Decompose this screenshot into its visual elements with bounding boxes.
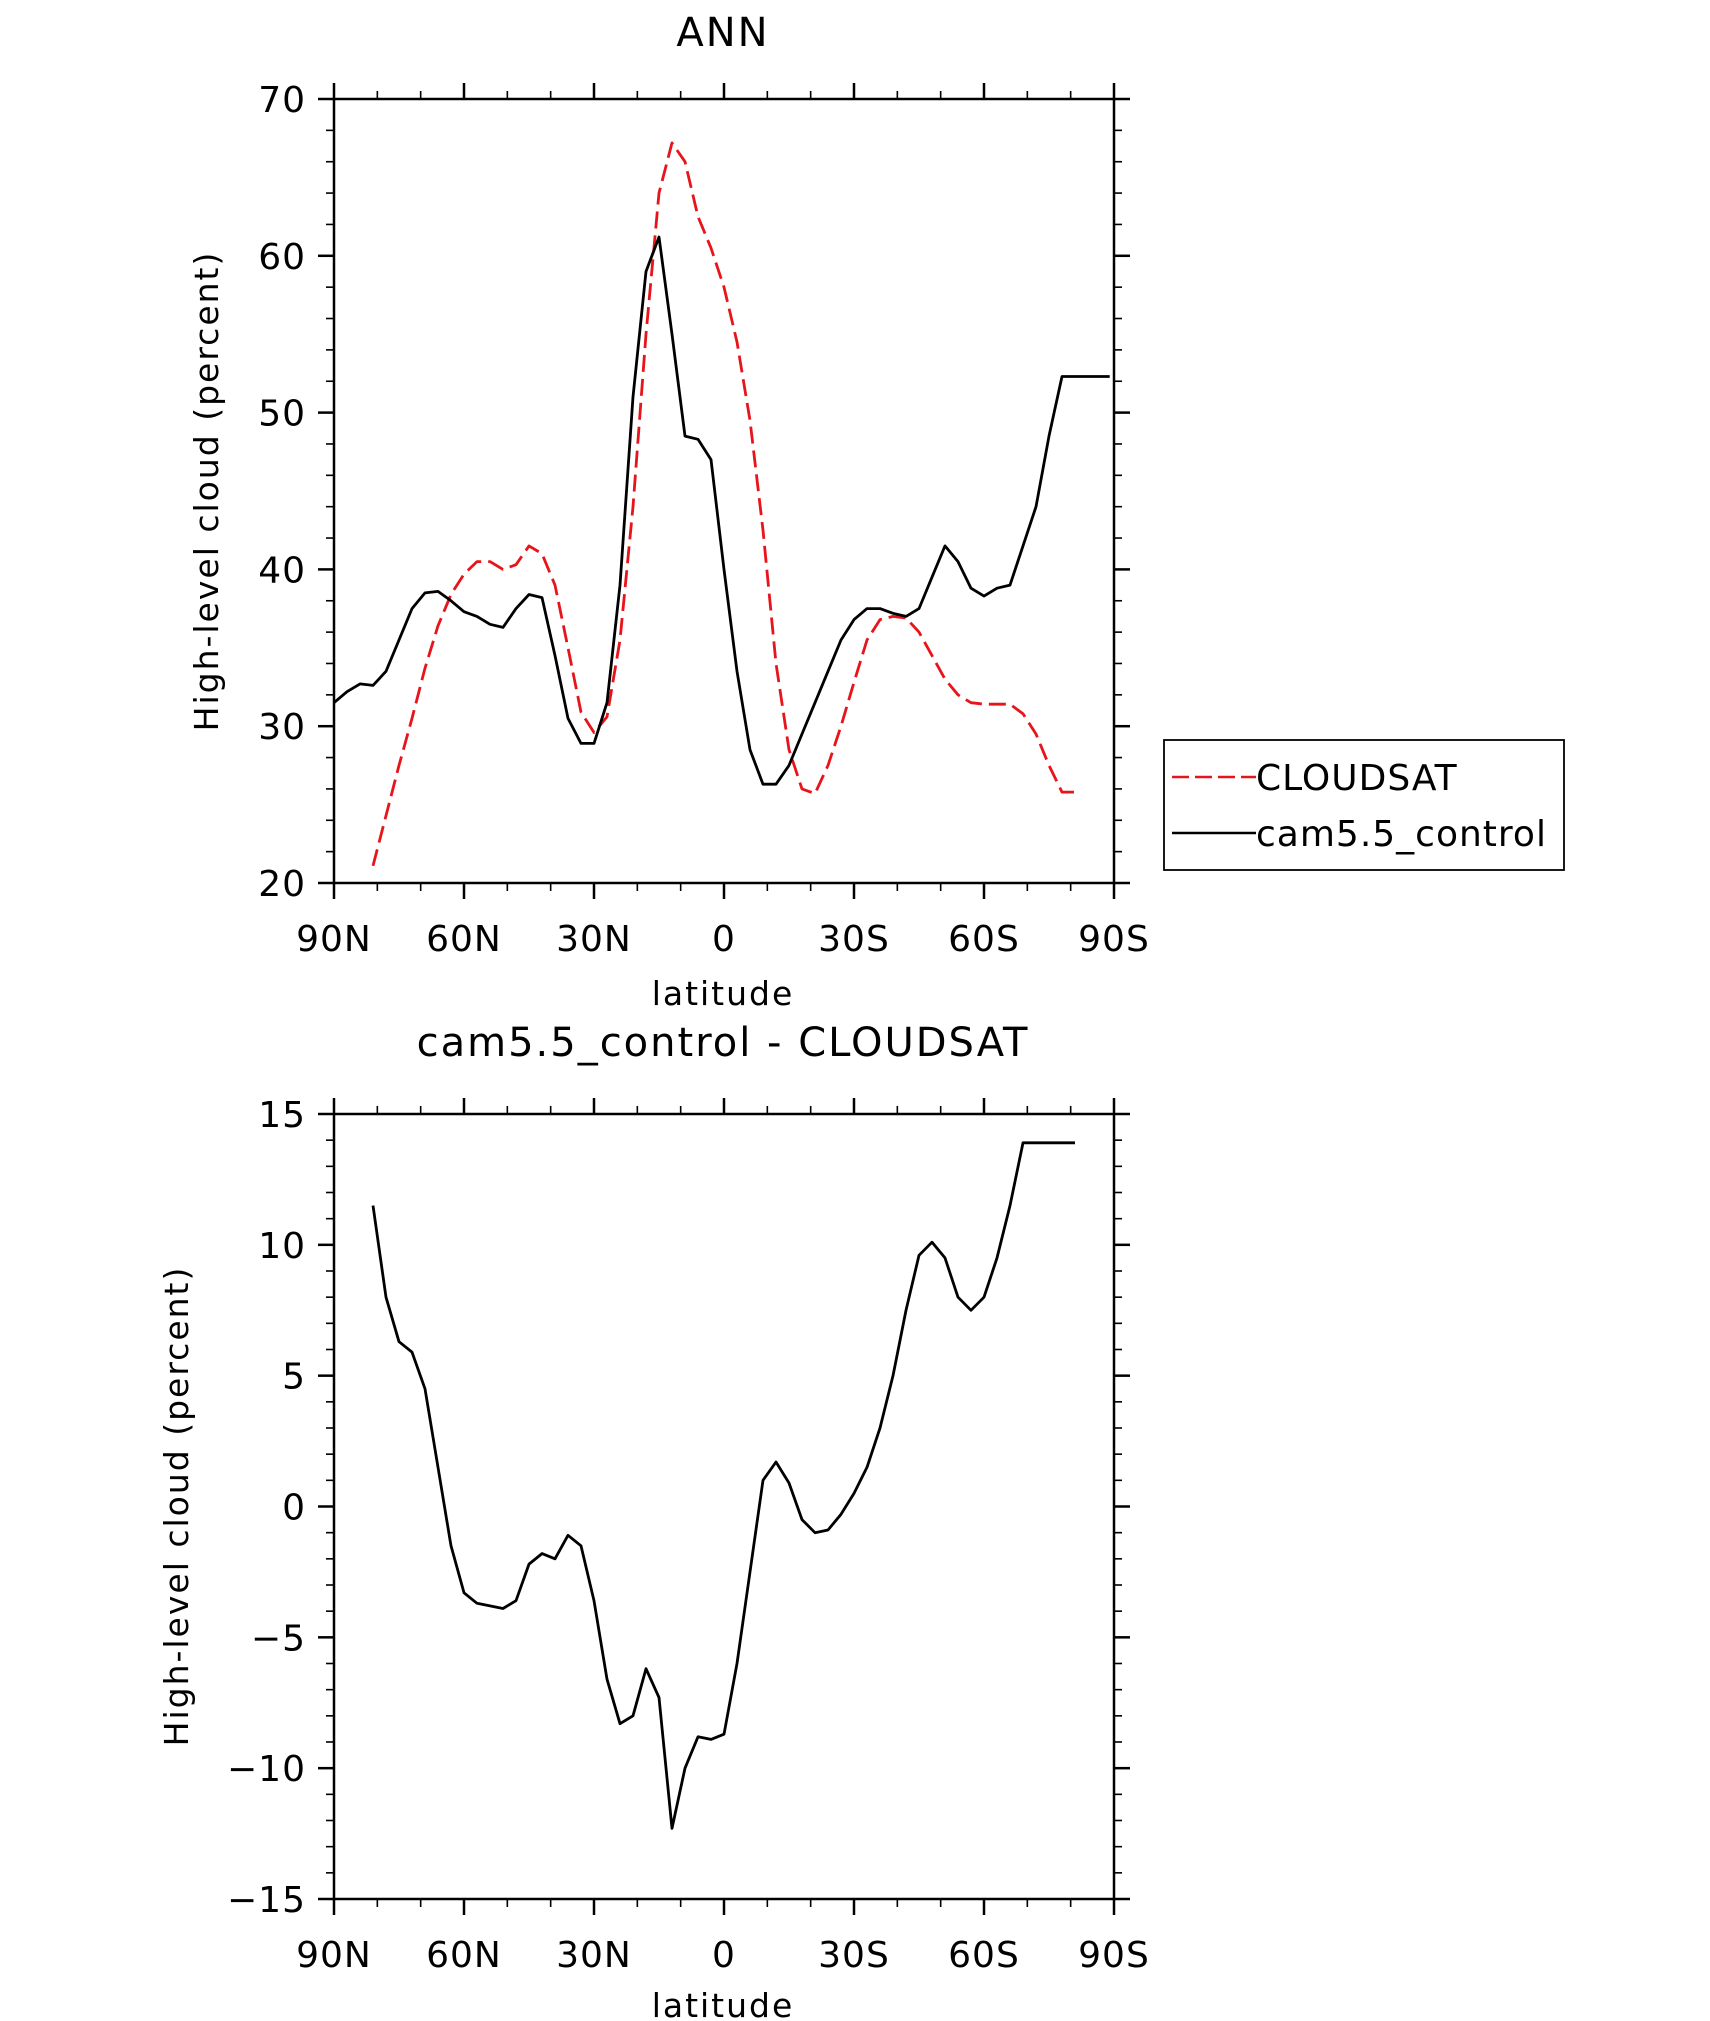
series-line-cloudsat: [371, 141, 1075, 867]
series-line-difference: [371, 1141, 1075, 1830]
xtick-label: 90N: [296, 919, 372, 960]
ytick-label: 5: [282, 1357, 306, 1398]
legend-box: [1163, 739, 1565, 871]
ytick-label: 15: [258, 1095, 306, 1136]
ytick-label: 20: [258, 864, 306, 905]
legend: CLOUDSAT cam5.5_control: [1163, 739, 1565, 871]
xtick-label: 90N: [296, 1935, 372, 1976]
ytick-label: 40: [258, 550, 306, 591]
ytick-label: 0: [282, 1488, 306, 1529]
series-line-cam5-5-control: [333, 235, 1110, 786]
top-ytick-labels: 70 60 50 40 30 20: [258, 80, 306, 905]
top-xlabel: latitude: [652, 974, 795, 1013]
ytick-label: 50: [258, 394, 306, 435]
bottom-ytick-labels: 15 10 5 0 −5 −10 −15: [227, 1095, 306, 1921]
ytick-label: 60: [258, 237, 306, 278]
bottom-xlabel: latitude: [652, 1986, 795, 2021]
ytick-label: −5: [251, 1618, 306, 1659]
top-minor-ticks: [326, 91, 1122, 891]
ytick-label: −15: [227, 1880, 306, 1921]
xtick-label: 30S: [818, 919, 890, 960]
xtick-label: 30N: [556, 1935, 632, 1976]
top-title: ANN: [676, 10, 769, 56]
top-ylabel: High-level cloud (percent): [187, 251, 226, 732]
xtick-label: 0: [712, 919, 736, 960]
bottom-ylabel: High-level cloud (percent): [157, 1266, 196, 1747]
ytick-label: 70: [258, 80, 306, 121]
bottom-title: cam5.5_control - CLOUDSAT: [417, 1020, 1030, 1066]
panel-bottom: cam5.5_control - CLOUDSAT 15 10 5 0 −5 −10 −15…: [157, 1020, 1150, 2021]
xtick-label: 30N: [556, 919, 632, 960]
ytick-label: 10: [258, 1226, 306, 1267]
top-series: [333, 141, 1110, 867]
bottom-major-ticks: [318, 1098, 1130, 1915]
xtick-label: 60S: [948, 1935, 1020, 1976]
xtick-label: 60S: [948, 919, 1020, 960]
xtick-label: 0: [712, 1935, 736, 1976]
panel-top: ANN 70 60 50 40 30 20 90N 60N 30N 0 30S 60S 90S lat…: [187, 10, 1565, 1013]
bottom-series: [371, 1141, 1075, 1830]
xtick-label: 60N: [426, 919, 502, 960]
top-major-ticks: [318, 83, 1130, 899]
bottom-xtick-labels: 90N 60N 30N 0 30S 60S 90S: [296, 1935, 1150, 1976]
xtick-label: 90S: [1078, 1935, 1150, 1976]
bottom-plot-frame: [332, 1112, 1116, 1901]
xtick-label: 90S: [1078, 919, 1150, 960]
ytick-label: 30: [258, 707, 306, 748]
top-xtick-labels: 90N 60N 30N 0 30S 60S 90S: [296, 919, 1150, 960]
legend-label-cam: cam5.5_control: [1256, 814, 1547, 855]
legend-label-cloudsat: CLOUDSAT: [1256, 758, 1458, 799]
ytick-label: −10: [227, 1749, 306, 1790]
xtick-label: 60N: [426, 1935, 502, 1976]
xtick-label: 30S: [818, 1935, 890, 1976]
top-plot-frame: [332, 97, 1116, 885]
